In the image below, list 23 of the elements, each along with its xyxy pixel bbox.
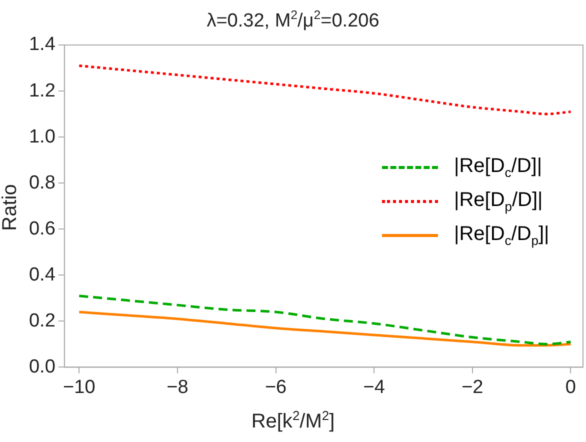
- chart-title: λ=0.32, M$^{2}$/μ$^{2}$=0.206: [206, 8, 380, 32]
- y-tick-label: 0.8: [28, 172, 56, 194]
- legend-label: |Re[D$_{p}$/D]|: [454, 188, 543, 214]
- y-tick-label: 1.4: [28, 34, 56, 56]
- x-tick-label: −6: [264, 376, 287, 398]
- line-series: [78, 64, 572, 116]
- y-tick-label: 0.2: [28, 310, 56, 332]
- y-axis-title: Ratio: [0, 184, 22, 231]
- x-tick-label: 0: [565, 376, 576, 398]
- y-tick-label: 0.4: [28, 264, 56, 286]
- x-axis-title: Re[k$^{2}$/M$^{2}$]: [250, 408, 336, 434]
- legend-label: |Re[D$_{c}$/D]|: [454, 154, 542, 180]
- x-tick-label: −10: [63, 376, 96, 398]
- x-tick-label: −4: [363, 376, 386, 398]
- line-series: [78, 310, 572, 347]
- y-tick-label: 0.0: [28, 356, 56, 378]
- x-tick-label: −8: [166, 376, 188, 398]
- line-series: [78, 294, 572, 346]
- y-tick-label: 0.6: [28, 218, 56, 240]
- y-tick-label: 1.2: [28, 80, 56, 102]
- x-tick-label: −2: [462, 376, 484, 398]
- y-tick-label: 1.0: [28, 126, 56, 148]
- legend-label: |Re[D$_{c}$/D$_{p}$]|: [454, 222, 550, 248]
